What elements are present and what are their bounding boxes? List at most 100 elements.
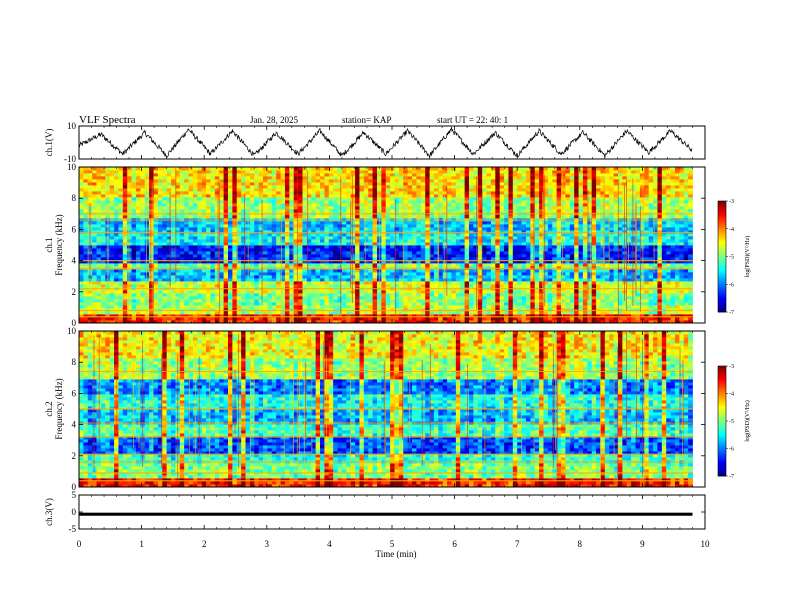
spectrogram-cell <box>636 311 641 314</box>
spectrogram-cell <box>250 224 255 227</box>
spectrogram-cell <box>158 275 163 278</box>
spectrogram-cell <box>276 284 281 287</box>
spectrogram-cell <box>114 221 119 224</box>
spectrogram-cell <box>636 305 641 308</box>
spectrogram-cell <box>127 299 132 302</box>
spectrogram-cell <box>259 245 264 248</box>
spectrogram-cell <box>232 278 237 281</box>
spectrogram-cell <box>574 221 579 224</box>
spectrogram-cell <box>368 245 373 248</box>
spectrogram-cell <box>294 275 299 278</box>
spectrogram-cell <box>579 236 584 239</box>
spectrogram-cell <box>373 224 378 227</box>
spectrogram-cell <box>688 248 693 251</box>
spectrogram-cell <box>574 254 579 257</box>
spectrogram-cell <box>539 227 544 230</box>
spectrogram-cell <box>395 224 400 227</box>
spectrogram-cell <box>276 317 281 320</box>
spectrogram-cell <box>338 311 343 314</box>
spectrogram-cell <box>500 293 505 296</box>
spectrogram-cell <box>316 317 321 320</box>
spectrogram-cell <box>416 221 421 224</box>
spectrogram-cell <box>324 254 329 257</box>
spectrogram-cell <box>136 251 141 254</box>
spectrogram-cell <box>316 302 321 305</box>
spectrogram-cell <box>267 245 272 248</box>
spectrogram-cell <box>145 227 150 230</box>
spectrogram-cell <box>399 296 404 299</box>
spectrogram-cell <box>224 302 229 305</box>
spectrogram-cell <box>482 302 487 305</box>
spectrogram-cell <box>285 242 290 245</box>
spectrogram-cell <box>609 296 614 299</box>
spectrogram-cell <box>583 269 588 272</box>
spectrogram-cell <box>513 299 518 302</box>
spectrogram-cell <box>215 299 220 302</box>
spectrogram-cell <box>644 317 649 320</box>
spectrogram-cell <box>193 245 198 248</box>
spectrogram-cell <box>644 245 649 248</box>
spectrogram-cell <box>329 221 334 224</box>
spectrogram-cell <box>373 311 378 314</box>
spectrogram-cell <box>487 296 492 299</box>
spectrogram-cell <box>302 263 307 266</box>
spectrogram-cell <box>508 317 513 320</box>
spectrogram-cell <box>657 245 662 248</box>
spectrogram-cell <box>552 299 557 302</box>
spectrogram-cell <box>263 272 268 275</box>
spectrogram-cell <box>110 242 115 245</box>
spectrogram-cell <box>447 254 452 257</box>
spectrogram-cell <box>456 311 461 314</box>
spectrogram-cell <box>395 275 400 278</box>
spectrogram-cell <box>543 257 548 260</box>
spectrogram-cell <box>250 281 255 284</box>
spectrogram-cell <box>473 284 478 287</box>
spectrogram-cell <box>649 242 654 245</box>
spectrogram-cell <box>158 317 163 320</box>
spectrogram-cell <box>403 251 408 254</box>
spectrogram-cell <box>206 236 211 239</box>
spectrogram-cell <box>425 239 430 242</box>
spectrogram-cell <box>149 257 154 260</box>
spectrogram-cell <box>473 281 478 284</box>
spectrogram-cell <box>329 254 334 257</box>
spectrogram-cell <box>202 281 207 284</box>
spectrogram-cell <box>552 284 557 287</box>
spectrogram-cell <box>465 290 470 293</box>
spectrogram-cell <box>329 236 334 239</box>
spectrogram-cell <box>197 245 202 248</box>
spectrogram-cell <box>167 311 172 314</box>
spectrogram-cell <box>395 227 400 230</box>
spectrogram-cell <box>355 227 360 230</box>
spectrogram-cell <box>355 251 360 254</box>
spectrogram-cell <box>114 317 119 320</box>
spectrogram-cell <box>276 305 281 308</box>
spectrogram-cell <box>145 293 150 296</box>
spectrogram-cell <box>666 305 671 308</box>
spectrogram-cell <box>136 296 141 299</box>
spectrogram-cell <box>136 242 141 245</box>
spectrogram-cell <box>517 305 522 308</box>
spectrogram-cell <box>228 311 233 314</box>
spectrogram-cell <box>609 281 614 284</box>
spectrogram-cell <box>338 245 343 248</box>
spectrogram-cell <box>530 263 535 266</box>
spectrogram-cell <box>526 236 531 239</box>
spectrogram-cell <box>342 269 347 272</box>
spectrogram-cell <box>386 293 391 296</box>
spectrogram-cell <box>473 254 478 257</box>
spectrogram-cell <box>254 317 259 320</box>
spectrogram-cell <box>83 227 88 230</box>
spectrogram-cell <box>276 263 281 266</box>
spectrogram-cell <box>237 317 242 320</box>
spectrogram-cell <box>228 227 233 230</box>
spectrogram-cell <box>320 317 325 320</box>
spectrogram-cell <box>513 278 518 281</box>
spectrogram-cell <box>381 290 386 293</box>
spectrogram-cell <box>149 263 154 266</box>
spectrogram-cell <box>153 296 158 299</box>
spectrogram-cell <box>342 275 347 278</box>
spectrogram-cell <box>83 299 88 302</box>
spectrogram-cell <box>675 284 680 287</box>
spectrogram-cell <box>153 239 158 242</box>
